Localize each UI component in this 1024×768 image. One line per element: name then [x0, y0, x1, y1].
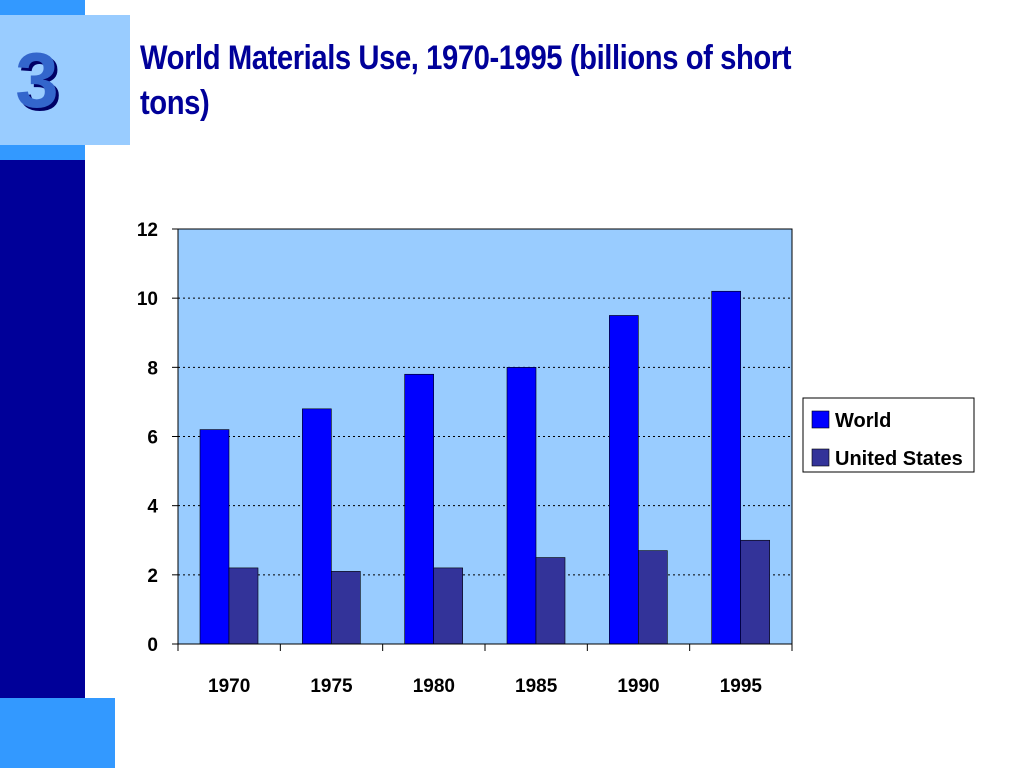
bar-united-states	[740, 539, 770, 645]
y-tick-label: 6	[147, 428, 158, 449]
bar-world	[404, 373, 434, 645]
legend-box	[802, 397, 975, 473]
x-tick-label: 1975	[310, 676, 353, 697]
bar-united-states	[433, 567, 463, 645]
bar-world	[711, 290, 741, 645]
y-tick-label: 8	[147, 358, 158, 379]
legend-label-world: World	[835, 410, 891, 432]
bar-world	[199, 429, 230, 645]
bar-united-states	[228, 567, 259, 645]
y-tick-label: 10	[137, 289, 158, 310]
legend-swatch-world	[811, 410, 830, 429]
x-tick-label: 1980	[413, 676, 455, 697]
y-tick-label: 4	[147, 497, 158, 518]
legend-label-united-states: United States	[835, 448, 963, 470]
bar-world	[609, 315, 639, 645]
x-tick-label: 1985	[515, 676, 558, 697]
bar-world	[506, 367, 537, 645]
slide-number-box	[0, 15, 130, 145]
bar-united-states	[331, 571, 361, 645]
y-tick-label: 12	[137, 220, 158, 241]
y-tick-label: 0	[147, 635, 158, 656]
x-tick-label: 1995	[720, 676, 763, 697]
bar-united-states	[638, 550, 668, 645]
left-bar-bottom-accent	[0, 698, 115, 768]
bar-world	[302, 408, 332, 645]
x-tick-label: 1970	[208, 676, 250, 697]
slide-number: 3	[15, 36, 59, 124]
bar-united-states	[535, 557, 566, 645]
y-tick-label: 2	[147, 566, 158, 587]
x-tick-label: 1990	[617, 676, 659, 697]
left-bar-top-accent	[0, 0, 85, 15]
legend-swatch-united-states	[811, 448, 830, 467]
slide-number-band	[0, 145, 85, 160]
slide-title: World Materials Use, 1970-1995 (billions…	[140, 39, 792, 122]
